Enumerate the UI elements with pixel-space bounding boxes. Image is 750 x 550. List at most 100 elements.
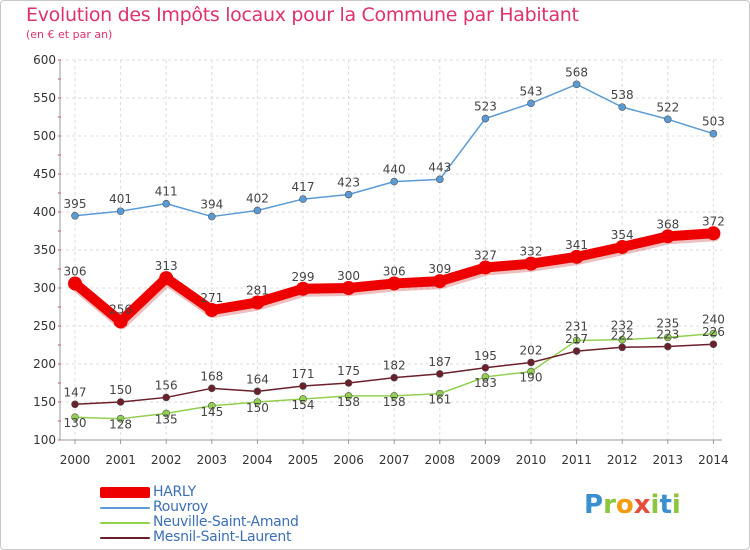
data-label: 195 [474, 349, 497, 363]
x-tick-label: 2001 [105, 453, 136, 467]
data-label: 130 [64, 416, 87, 430]
data-label: 354 [611, 228, 634, 242]
data-label: 145 [200, 405, 223, 419]
data-label: 313 [155, 259, 178, 273]
data-point [481, 373, 490, 381]
x-tick-label: 2008 [425, 453, 456, 467]
data-point [113, 314, 128, 329]
data-label: 523 [474, 100, 497, 114]
data-label: 175 [337, 364, 360, 378]
data-label: 368 [656, 217, 679, 231]
data-label: 271 [200, 291, 223, 305]
data-point [344, 392, 353, 400]
data-label: 341 [565, 238, 588, 252]
data-point [572, 336, 581, 345]
data-label: 223 [656, 328, 679, 342]
data-point [435, 370, 444, 378]
y-tick-label: 250 [33, 319, 56, 333]
data-label: 423 [337, 176, 360, 190]
data-label: 128 [109, 418, 132, 432]
data-label: 231 [565, 319, 588, 333]
data-label: 411 [155, 185, 178, 199]
x-tick-label: 2005 [288, 453, 319, 467]
data-point [572, 80, 581, 89]
data-label: 402 [246, 191, 269, 205]
data-point [208, 384, 216, 393]
x-tick-label: 2006 [333, 453, 364, 467]
data-label: 568 [565, 65, 588, 79]
data-point [481, 363, 490, 372]
data-point [435, 175, 444, 184]
data-label: 164 [246, 372, 269, 386]
data-point [344, 190, 353, 199]
data-point [527, 358, 535, 367]
data-point [663, 115, 672, 124]
data-label: 202 [520, 343, 543, 357]
data-label: 395 [64, 197, 87, 211]
data-label: 187 [428, 355, 451, 369]
data-point [660, 229, 675, 244]
data-label: 171 [292, 367, 315, 381]
data-label: 417 [292, 180, 315, 194]
data-point [71, 212, 79, 220]
data-point [299, 395, 307, 403]
data-point [663, 333, 672, 342]
data-point [524, 256, 538, 271]
x-tick-label: 2012 [607, 453, 638, 467]
data-label: 150 [246, 401, 269, 415]
chart-title: Evolution des Impôts locaux pour la Comm… [26, 4, 579, 26]
data-label: 147 [64, 385, 87, 399]
data-point [299, 195, 307, 203]
legend-swatch-mesnil [100, 537, 150, 539]
data-point [435, 389, 444, 398]
data-point [572, 347, 581, 355]
y-tick-label: 500 [33, 129, 56, 143]
x-tick-label: 2002 [151, 453, 182, 467]
legend-swatch-harly [100, 487, 150, 498]
data-point [709, 329, 718, 338]
brand-letter: P [584, 490, 604, 520]
data-label: 372 [702, 214, 725, 228]
data-point [71, 413, 79, 422]
data-label: 150 [109, 383, 132, 397]
data-point [618, 343, 627, 352]
data-point [527, 99, 535, 108]
data-label: 222 [611, 328, 634, 342]
data-point [296, 281, 310, 296]
data-label: 332 [520, 245, 543, 259]
data-label: 217 [565, 332, 588, 346]
y-tick-label: 550 [33, 91, 56, 105]
x-tick-label: 2007 [379, 453, 410, 467]
data-label: 158 [337, 395, 360, 409]
data-point [341, 281, 356, 295]
data-label: 281 [246, 283, 269, 297]
x-tick-label: 2011 [561, 453, 592, 467]
brand-letter: i [671, 490, 681, 520]
data-point [68, 276, 82, 291]
brand-logo: Proxiti [584, 490, 681, 520]
data-point [390, 177, 399, 186]
data-point [162, 393, 170, 402]
data-point [162, 409, 170, 418]
y-tick-label: 200 [33, 357, 56, 371]
data-point [618, 103, 627, 111]
data-point [116, 207, 125, 216]
chart-subtitle: (en € et par an) [26, 28, 113, 41]
x-tick-label: 2013 [653, 453, 684, 467]
data-label: 394 [200, 198, 223, 212]
data-label: 168 [200, 369, 223, 383]
data-point [478, 260, 493, 275]
data-label: 440 [383, 163, 406, 177]
data-label: 190 [520, 371, 543, 385]
data-point [390, 373, 399, 382]
data-label: 327 [474, 248, 497, 262]
data-point [709, 340, 718, 349]
data-point [253, 206, 262, 215]
x-tick-label: 2004 [242, 453, 273, 467]
data-point [709, 129, 718, 138]
y-tick-label: 150 [33, 395, 56, 409]
data-point [116, 414, 125, 423]
y-tick-label: 100 [33, 433, 56, 447]
data-point [390, 392, 399, 400]
x-tick-label: 2009 [470, 453, 501, 467]
